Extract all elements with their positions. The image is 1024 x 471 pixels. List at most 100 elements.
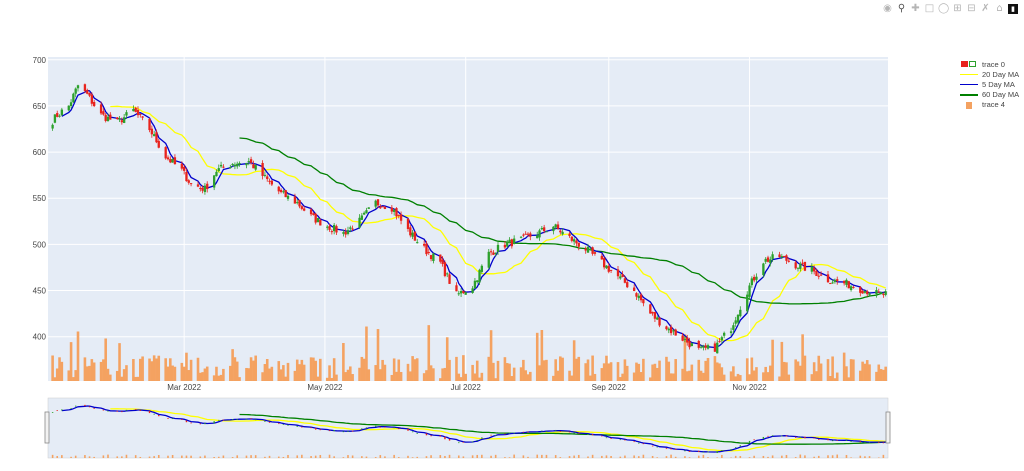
volume-bar	[459, 377, 463, 381]
main-plot-area[interactable]	[48, 57, 888, 381]
slider-volume-bar	[610, 455, 612, 458]
candle	[187, 179, 190, 185]
autoscale-icon[interactable]: ✗	[981, 3, 990, 14]
candle	[803, 261, 807, 272]
candle	[252, 160, 255, 169]
slider-candle	[601, 435, 603, 437]
candle	[487, 248, 490, 270]
volume-bar	[148, 358, 151, 381]
slider-volume-bar	[656, 457, 659, 458]
volume-bar	[455, 356, 458, 381]
slider-volume-bar	[674, 456, 677, 458]
volume-bar	[448, 359, 451, 381]
slider-volume-bar	[148, 456, 151, 458]
volume-bar	[92, 362, 96, 381]
candle	[536, 231, 539, 239]
slider-candle	[513, 432, 515, 434]
slider-candle	[739, 445, 742, 447]
slider-candle	[347, 431, 349, 432]
pan-icon[interactable]: ✚	[911, 3, 920, 14]
volume-bar	[522, 359, 525, 381]
legend-item[interactable]: 5 Day MA	[960, 79, 1019, 89]
legend: trace 0 20 Day MA 5 Day MA 60 Day MA trace 4	[960, 59, 1019, 110]
legend-item[interactable]: trace 0	[960, 59, 1019, 69]
box-select-icon[interactable]: □	[924, 3, 935, 14]
volume-bar	[875, 371, 878, 381]
volume-bar	[577, 356, 581, 381]
y-tick-label: 500	[33, 240, 47, 249]
slider-candle	[481, 437, 483, 439]
camera-icon[interactable]: ◉	[883, 3, 892, 14]
zoom-icon[interactable]: ⚲	[897, 3, 906, 14]
candle	[173, 154, 177, 165]
candle	[374, 199, 377, 209]
candle	[134, 106, 137, 113]
candle	[556, 221, 560, 230]
reset-axes-icon[interactable]: ⌂	[996, 3, 1003, 14]
candle	[732, 322, 735, 334]
candle	[284, 189, 287, 198]
slider-volume-bar	[301, 454, 303, 458]
slider-candle	[74, 405, 77, 407]
slider-volume-bar	[296, 455, 299, 458]
slider-volume-bar	[633, 455, 635, 458]
slider-volume-bar	[868, 456, 871, 458]
legend-item[interactable]: trace 4	[960, 100, 1019, 110]
slider-candle	[638, 442, 640, 444]
range-slider-handle-left[interactable]	[44, 411, 50, 444]
x-tick-label: Sep 2022	[592, 383, 627, 392]
range-slider[interactable]	[47, 397, 889, 459]
slider-volume-bar	[573, 455, 575, 458]
candle	[56, 110, 59, 118]
candle	[136, 106, 140, 118]
candle	[206, 181, 209, 193]
slider-candle	[522, 431, 525, 433]
slider-volume-bar	[577, 454, 580, 458]
candle	[642, 299, 645, 307]
candle	[432, 252, 435, 264]
volume-bar	[157, 355, 161, 381]
volume-bar	[734, 376, 737, 381]
slider-volume-bar	[268, 455, 271, 458]
candle	[494, 252, 497, 257]
slider-volume-bar	[222, 455, 225, 458]
candle	[169, 156, 172, 164]
candle	[189, 183, 193, 187]
volume-bar	[254, 355, 257, 381]
candle	[616, 266, 620, 280]
slider-volume-bar	[471, 455, 474, 458]
legend-item[interactable]: 20 Day MA	[960, 69, 1019, 79]
slider-candle	[670, 448, 672, 450]
slider-volume-bar	[342, 457, 345, 458]
lasso-icon[interactable]: ◯	[938, 3, 950, 14]
candle	[88, 92, 91, 98]
x-tick-label: May 2022	[307, 383, 343, 392]
range-slider-handle-right[interactable]	[885, 411, 891, 444]
slider-candle	[536, 431, 538, 433]
candle	[277, 185, 280, 195]
plotly-logo-icon[interactable]: ▮	[1008, 3, 1018, 14]
candle	[238, 161, 241, 167]
slider-volume-bar	[508, 457, 511, 458]
volume-bar	[623, 359, 627, 381]
volume-bar	[302, 364, 306, 381]
volume-bar	[635, 362, 638, 381]
legend-item[interactable]: 60 Day MA	[960, 90, 1019, 100]
slider-candle	[753, 439, 755, 441]
slider-candle	[333, 430, 335, 432]
slider-candle	[471, 441, 474, 443]
slider-volume-bar	[721, 454, 723, 458]
candle	[51, 123, 54, 131]
zoom-in-icon[interactable]: ⊞	[953, 3, 962, 14]
slider-volume-bar	[310, 456, 312, 458]
volume-bar	[655, 367, 659, 381]
zoom-out-icon[interactable]: ⊟	[967, 3, 976, 14]
volume-bar	[325, 377, 329, 381]
volume-bar	[233, 357, 237, 381]
slider-candle	[264, 421, 266, 422]
candle	[76, 84, 80, 92]
volume-bar	[769, 365, 772, 381]
slider-candle	[707, 451, 709, 453]
volume-bar	[621, 373, 624, 381]
candle	[561, 228, 564, 236]
